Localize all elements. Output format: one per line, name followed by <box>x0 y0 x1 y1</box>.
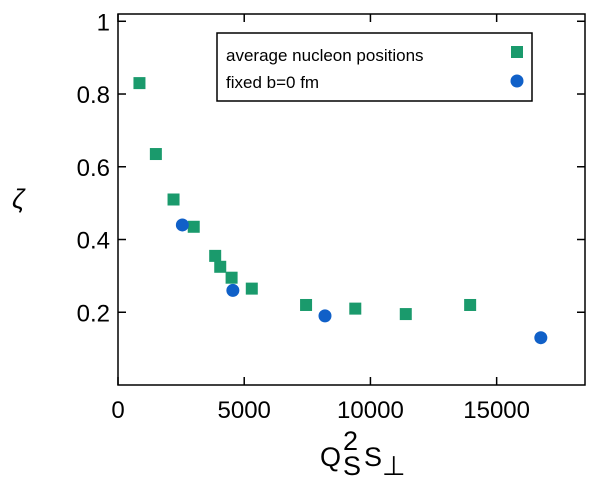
y-tick-label: 1 <box>97 9 110 36</box>
y-tick-label: 0.6 <box>77 155 110 182</box>
x-axis-title-rest-sub: ⊥ <box>382 451 406 479</box>
data-point-circle <box>534 331 548 345</box>
x-tick-label: 5000 <box>218 397 271 424</box>
x-tick-label: 0 <box>111 397 124 424</box>
data-point-square <box>149 148 162 161</box>
x-axis-title-sub: S <box>343 451 361 479</box>
legend-marker-square <box>511 46 523 58</box>
plot-frame <box>117 13 586 386</box>
data-point-square <box>214 260 227 273</box>
data-point-square <box>349 302 362 315</box>
x-tick-label: 10000 <box>337 397 404 424</box>
legend-box <box>216 32 533 102</box>
y-tick-label: 0.8 <box>77 82 110 109</box>
legend-marker-circle <box>510 74 524 88</box>
x-axis-title-sup: 2 <box>343 426 358 456</box>
data-point-square <box>245 282 258 295</box>
data-point-square <box>225 271 238 284</box>
data-point-circle <box>318 309 332 323</box>
y-tick-label: 0.4 <box>77 228 110 255</box>
tick-labels: 0 5000 10000 15000 0.2 0.4 0.6 0.8 1 <box>77 9 530 424</box>
y-axis-title: ζ <box>12 184 26 214</box>
data-point-square <box>209 249 222 262</box>
legend-label-average: average nucleon positions <box>226 46 424 65</box>
x-axis-title-rest: S <box>364 442 382 472</box>
x-axis-title-base: Q <box>320 442 341 472</box>
data-point-square <box>167 193 180 206</box>
data-point-circle <box>226 283 240 297</box>
data-point-square <box>300 298 313 311</box>
data-point-circle <box>175 218 189 232</box>
legend: average nucleon positions fixed b=0 fm <box>216 32 533 102</box>
data-point-square <box>187 220 200 233</box>
data-point-square <box>133 77 146 90</box>
data-markers <box>133 77 548 345</box>
y-tick-label: 0.2 <box>77 300 110 327</box>
x-tick-label: 15000 <box>463 397 530 424</box>
x-axis-title: Q 2 S S ⊥ <box>320 426 406 479</box>
data-point-square <box>464 298 477 311</box>
ticks <box>117 14 585 385</box>
legend-label-fixed: fixed b=0 fm <box>226 73 319 92</box>
data-point-square <box>399 308 412 321</box>
